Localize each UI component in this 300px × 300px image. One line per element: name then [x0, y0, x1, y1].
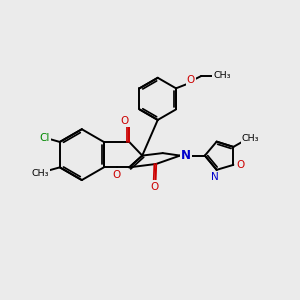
Text: CH₃: CH₃	[242, 134, 260, 143]
Text: N: N	[181, 149, 191, 162]
Text: O: O	[187, 75, 195, 85]
Text: N: N	[211, 172, 219, 182]
Text: O: O	[112, 170, 121, 180]
Text: Cl: Cl	[40, 133, 50, 142]
Text: CH₃: CH₃	[213, 71, 231, 80]
Text: O: O	[150, 182, 158, 192]
Text: CH₃: CH₃	[32, 169, 49, 178]
Text: O: O	[236, 160, 244, 170]
Text: O: O	[121, 116, 129, 126]
